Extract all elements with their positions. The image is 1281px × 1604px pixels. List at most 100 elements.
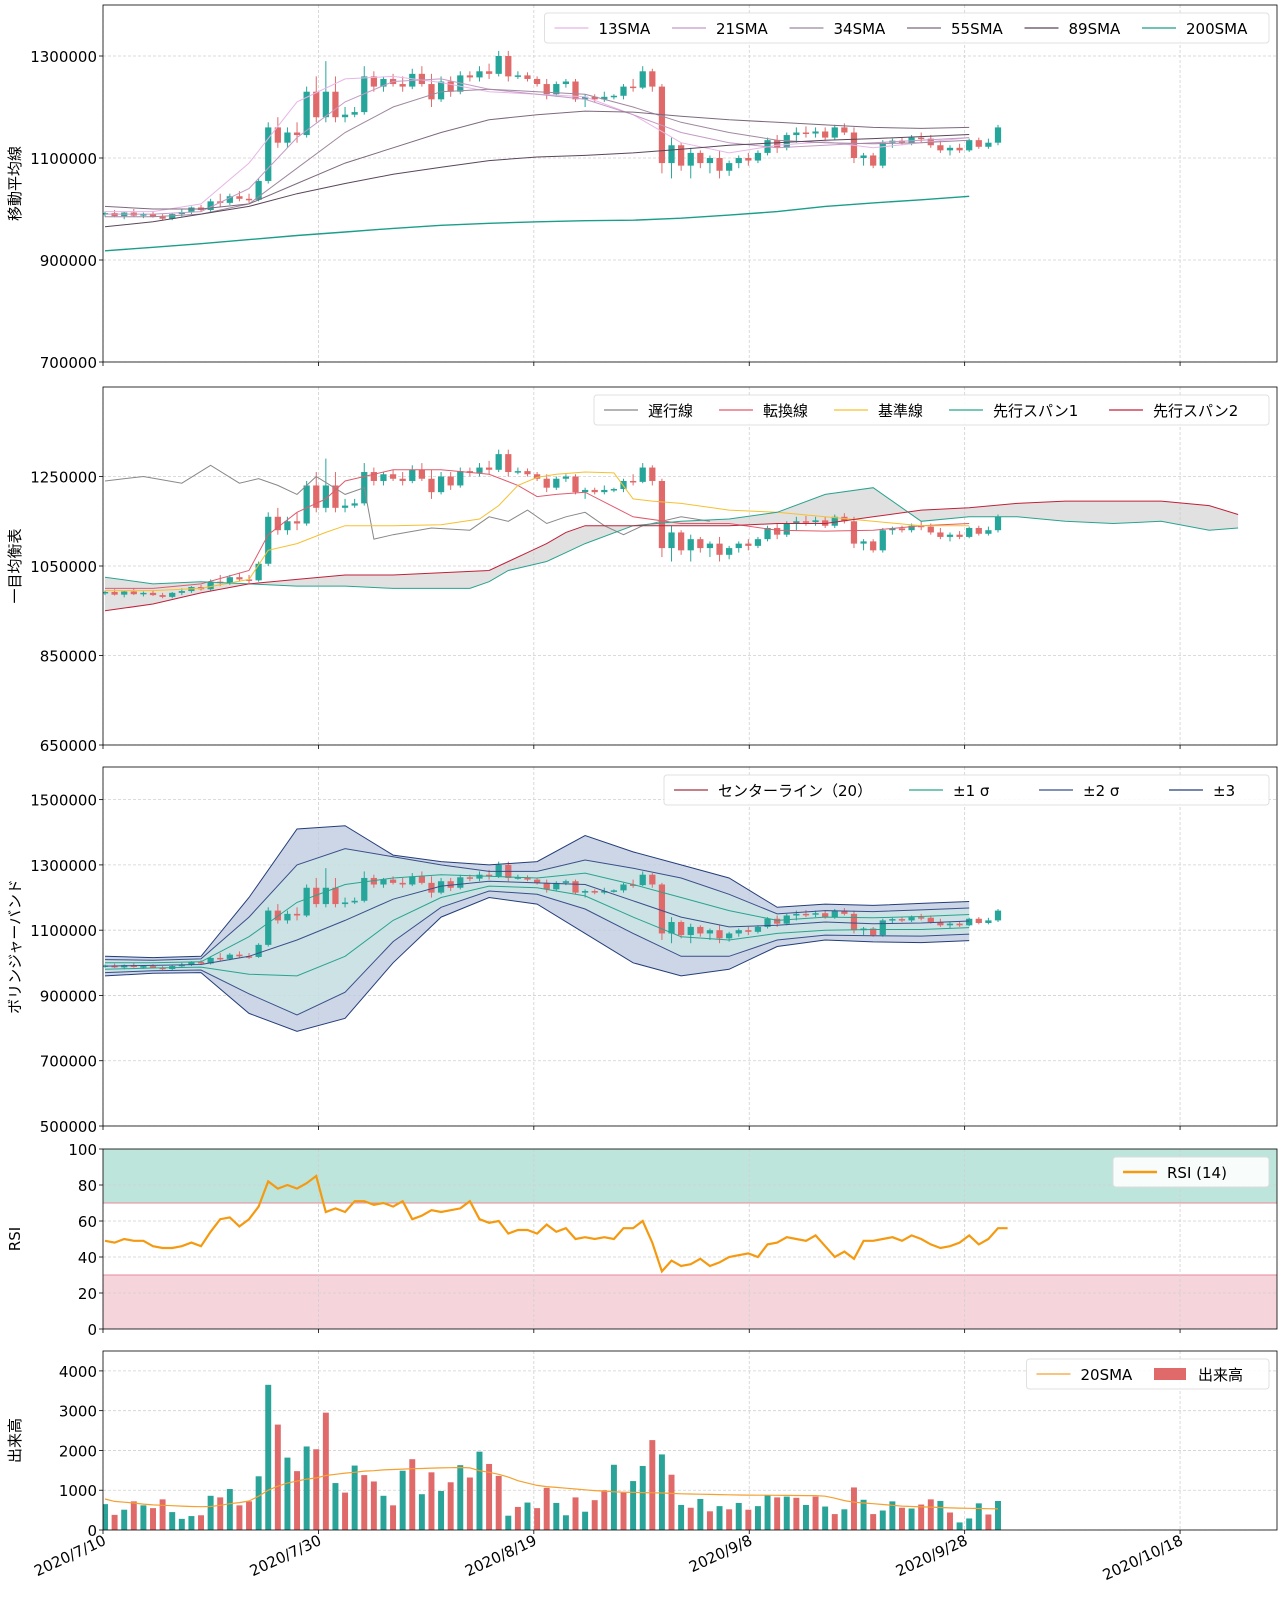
ylabel-volume: 出来高: [6, 1418, 24, 1463]
sma-candle-38: [466, 75, 474, 78]
ichimoku-candle-2: [121, 591, 128, 595]
ytick-label-ichimoku-1: 850000: [40, 648, 97, 666]
legend-label-bollinger-0: センターライン（20）: [718, 782, 872, 800]
sma-candle-64: [716, 158, 723, 171]
rsi-line: [104, 1174, 1008, 1274]
bollinger-candle-53: [610, 890, 618, 892]
bollinger-candle-75: [822, 913, 829, 918]
ytick-label-rsi-1: 20: [78, 1285, 97, 1303]
ichimoku-candle-64: [716, 543, 723, 555]
bollinger-candle-62: [697, 926, 704, 934]
sma-candle-59: [668, 145, 675, 164]
ytick-label-ichimoku-3: 1250000: [30, 469, 97, 487]
bollinger-candle-17: [265, 910, 272, 945]
bollinger-candle-44: [524, 877, 531, 880]
xtick-label-1: 2020/7/30: [247, 1531, 324, 1580]
volume-bar-51: [591, 1500, 598, 1530]
volume-bar-39: [476, 1451, 483, 1530]
volume-bar-64: [716, 1506, 723, 1530]
legend-swatch-volume-1: [1154, 1368, 1186, 1380]
bollinger-candle-64: [716, 930, 723, 939]
volume-bar-78: [850, 1487, 857, 1530]
bollinger-line--2σ: [104, 890, 970, 1016]
ichimoku-candle-67: [745, 543, 752, 546]
volume-bar-28: [370, 1481, 377, 1530]
panel-volume: 0 1000 2000 3000 4000 出来高 20SMA 出来高 2020/7/10 202…: [6, 1350, 1278, 1584]
volume-bar-16: [255, 1476, 262, 1530]
volume-bar-72: [793, 1497, 800, 1530]
bollinger-candle-10: [197, 961, 205, 964]
volume-bar-38: [466, 1477, 473, 1530]
bollinger-line-+3σ: [104, 825, 970, 959]
bollinger-candle-83: [898, 919, 906, 921]
sma-line-200SMA: [104, 195, 970, 252]
volume-bar-73: [802, 1504, 809, 1530]
xtick-label-2: 2020/8/19: [462, 1531, 539, 1580]
sma-candle-73: [802, 132, 810, 134]
sma-candle-13: [226, 196, 233, 203]
volume-bar-79: [860, 1499, 867, 1530]
legend-label-volume-1: 出来高: [1198, 1366, 1243, 1384]
bollinger-candle-84: [908, 917, 915, 921]
sma-candle-53: [610, 95, 618, 98]
legend-label-bollinger-1: ±1 σ: [953, 782, 990, 800]
ichimoku-candle-85: [918, 525, 925, 528]
ytick-label-ichimoku-0: 650000: [40, 737, 97, 755]
sma-candle-79: [860, 155, 867, 158]
volume-bar-8: [178, 1518, 185, 1530]
volume-bar-5: [150, 1508, 156, 1530]
ichimoku-candle-51: [591, 489, 598, 493]
volume-bar-69: [764, 1495, 771, 1530]
ichimoku-candle-63: [706, 543, 714, 549]
volume-bar-46: [543, 1487, 550, 1530]
legend-label-ichimoku-1: 転換線: [763, 402, 808, 420]
ytick-label-volume-2: 2000: [59, 1442, 97, 1460]
frame-ichimoku: [102, 386, 1278, 746]
ichimoku-candle-4: [140, 592, 147, 595]
volume-bar-35: [438, 1491, 445, 1530]
ichimoku-candle-72: [793, 521, 800, 524]
sma-line-55SMA: [104, 110, 970, 210]
ytick-label-bollinger-2: 900000: [40, 987, 97, 1005]
sma-candle-56: [639, 71, 646, 88]
ichimoku-cloud: [105, 487, 1239, 611]
frame-volume: [102, 1350, 1278, 1531]
bollinger-candle-82: [889, 919, 896, 921]
volume-bar-75: [822, 1506, 829, 1530]
sma-candle-34: [428, 84, 435, 100]
ichimoku-candle-53: [610, 489, 618, 491]
ytick-label-rsi-0: 0: [87, 1321, 97, 1339]
ytick-label-rsi-4: 80: [78, 1177, 97, 1195]
bollinger-candle-9: [188, 961, 195, 965]
ichimoku-candle-19: [284, 521, 291, 531]
rsi-zone-0: [103, 1149, 1277, 1203]
bollinger-candle-52: [601, 891, 608, 893]
bollinger-candle-58: [658, 884, 666, 934]
volume-bar-87: [937, 1500, 944, 1530]
sma-line-34SMA: [105, 88, 970, 218]
ichimoku-candle-78: [850, 521, 858, 544]
ichimoku-candle-83: [898, 528, 906, 531]
bollinger-candle-4: [140, 966, 147, 968]
ichimoku-candle-55: [629, 480, 637, 483]
ichimoku-candle-54: [620, 480, 627, 490]
ichimoku-candle-60: [678, 532, 685, 551]
bollinger-candle-63: [706, 930, 714, 934]
bollinger-candle-68: [754, 926, 762, 932]
sma-candle-7: [169, 214, 176, 219]
ichimoku-candle-40: [485, 467, 493, 470]
volume-bar-6: [159, 1499, 166, 1530]
sma-candle-67: [745, 158, 752, 161]
ichimoku-candle-17: [265, 516, 272, 564]
volume-bar-74: [812, 1496, 819, 1530]
ichimoku-candle-24: [332, 485, 339, 508]
ichimoku-candle-48: [562, 476, 570, 479]
bollinger-candle-48: [562, 881, 570, 883]
bollinger-candle-14: [236, 954, 243, 957]
ichimoku-candle-69: [764, 527, 771, 540]
ichimoku-candle-41: [495, 454, 502, 470]
ytick-label-bollinger-1: 700000: [40, 1053, 97, 1071]
volume-bar-80: [870, 1514, 877, 1530]
volume-bar-67: [745, 1509, 752, 1530]
bollinger-candle-38: [466, 877, 474, 879]
